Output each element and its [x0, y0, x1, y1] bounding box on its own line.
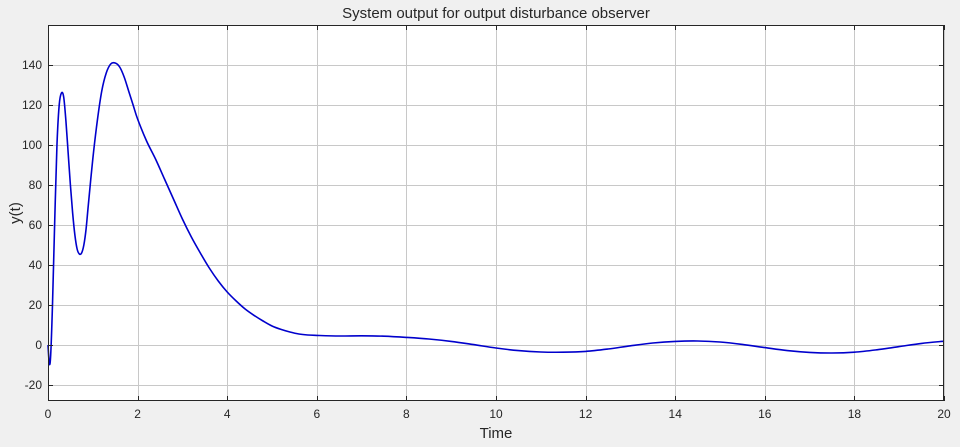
series-group	[47, 61, 945, 366]
x-tick-label: 2	[134, 407, 141, 421]
y-tick-label: 80	[29, 178, 43, 192]
x-tick-label: 18	[848, 407, 862, 421]
y-axis-title: y(t)	[7, 202, 24, 224]
y-tick-label: 20	[29, 298, 43, 312]
x-axis-title: Time	[480, 425, 513, 442]
x-tick-label: 16	[758, 407, 772, 421]
series-line-1	[47, 61, 945, 366]
y-tick-label: 140	[22, 58, 42, 72]
x-tick-label: 4	[224, 407, 231, 421]
y-tick-label: 120	[22, 98, 42, 112]
x-tick-label: 14	[669, 407, 683, 421]
y-tick-label: 60	[29, 218, 43, 232]
chart-title: System output for output disturbance obs…	[342, 5, 650, 22]
y-tick-label: 100	[22, 138, 42, 152]
x-tick-label: 0	[45, 407, 52, 421]
y-tick-label: 0	[35, 338, 42, 352]
y-tick-label: 40	[29, 258, 43, 272]
x-tick-label: 10	[489, 407, 503, 421]
x-tick-label: 8	[403, 407, 410, 421]
x-tick-label: 6	[313, 407, 320, 421]
y-tick-label: -20	[25, 378, 43, 392]
x-tick-label: 12	[579, 407, 593, 421]
grid	[48, 25, 945, 401]
ticks: 0 2 4 6 8 10 12 14 16 18 20 -20 0 20 40 60 80 100 120 140	[22, 25, 951, 421]
x-tick-label: 20	[937, 407, 951, 421]
